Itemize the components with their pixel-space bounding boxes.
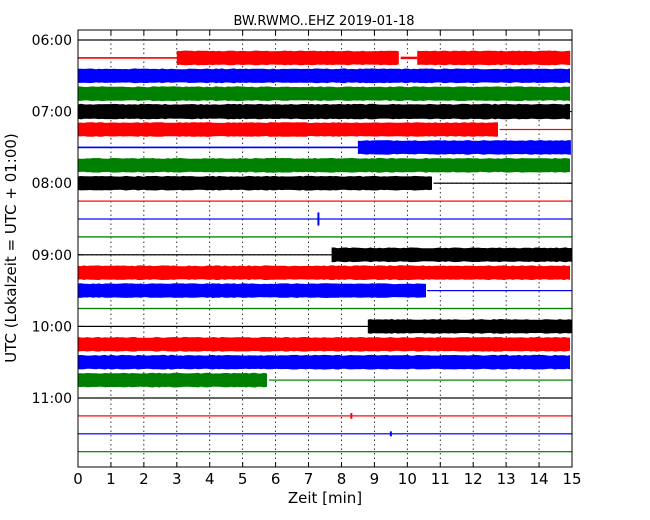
trace-09:45 — [78, 307, 572, 310]
trace-10:45 — [78, 372, 572, 388]
trace-10:30 — [78, 354, 570, 370]
trace-active-segment — [78, 372, 267, 388]
trace-11:45 — [78, 451, 572, 453]
trace-08:00 — [78, 175, 572, 191]
trace-active-segment — [78, 68, 570, 84]
trace-09:30 — [78, 283, 572, 298]
trace-11:15 — [78, 413, 572, 419]
trace-quiet-segment — [433, 182, 572, 184]
trace-07:00 — [78, 103, 570, 120]
y-tick-label: 10:00 — [32, 319, 72, 335]
x-tick-label: 5 — [238, 470, 248, 488]
trace-07:45 — [78, 157, 570, 173]
x-tick-label: 13 — [497, 470, 516, 488]
trace-active-segment — [78, 265, 570, 281]
trace-quiet-segment — [78, 57, 177, 59]
trace-quiet-segment — [78, 433, 572, 435]
x-tick-label: 7 — [304, 470, 314, 488]
trace-active-segment — [417, 50, 571, 66]
x-tick-label: 10 — [398, 470, 417, 488]
trace-11:00 — [78, 397, 572, 399]
trace-10:15 — [78, 336, 570, 352]
chart-title: BW.RWMO..EHZ 2019-01-18 — [233, 14, 414, 29]
trace-quiet-segment — [427, 290, 572, 292]
trace-quiet-segment — [78, 307, 572, 310]
trace-active-segment — [78, 86, 570, 102]
trace-08:45 — [78, 236, 572, 238]
y-tick-label: 09:00 — [32, 248, 72, 264]
trace-06:45 — [78, 86, 570, 102]
trace-10:00 — [78, 319, 572, 334]
trace-active-segment — [331, 247, 572, 263]
y-tick-label: 06:00 — [32, 33, 72, 49]
trace-07:30 — [78, 140, 571, 155]
trace-quiet-segment — [499, 128, 572, 131]
trace-quiet-segment — [78, 218, 572, 220]
trace-active-segment — [78, 103, 570, 120]
trace-quiet-segment — [78, 451, 572, 453]
trace-active-segment — [78, 157, 570, 173]
x-tick-label: 12 — [464, 470, 483, 488]
trace-06:00 — [78, 39, 572, 41]
x-tick-label: 9 — [370, 470, 380, 488]
trace-quiet-segment — [78, 236, 572, 238]
x-tick-label: 11 — [431, 470, 450, 488]
trace-quiet-segment — [78, 397, 572, 399]
trace-09:00 — [78, 247, 572, 263]
x-tick-label: 8 — [337, 470, 347, 488]
trace-08:30 — [78, 212, 572, 226]
trace-active-segment — [176, 50, 399, 66]
trace-active-segment — [357, 140, 571, 155]
trace-quiet-segment — [400, 56, 418, 60]
trace-06:30 — [78, 68, 570, 84]
trace-lines — [78, 39, 572, 453]
trace-quiet-segment — [269, 379, 572, 381]
trace-quiet-segment — [78, 146, 358, 149]
trace-07:15 — [78, 122, 572, 137]
trace-11:30 — [78, 431, 572, 437]
y-tick-label: 07:00 — [32, 105, 72, 121]
y-axis-label: UTC (Lokalzeit = UTC + 01:00) — [2, 133, 20, 363]
trace-09:15 — [78, 265, 570, 281]
trace-active-segment — [78, 354, 570, 370]
trace-quiet-segment — [78, 39, 572, 41]
trace-active-segment — [367, 319, 572, 334]
y-tick-label: 08:00 — [32, 176, 72, 192]
x-tick-label: 0 — [73, 470, 83, 488]
y-axis-ticks: 06:00 07:00 08:00 09:00 10:00 11:00 — [32, 33, 572, 407]
trace-quiet-segment — [78, 325, 368, 327]
x-tick-label: 3 — [172, 470, 182, 488]
x-axis-ticks: 0 1 2 3 4 5 6 7 8 9 10 11 12 13 14 15 — [73, 30, 582, 488]
trace-quiet-segment — [78, 415, 572, 417]
trace-quiet-segment — [78, 200, 572, 202]
trace-active-segment — [78, 175, 432, 191]
trace-active-segment — [78, 122, 498, 137]
trace-quiet-segment — [78, 254, 332, 256]
y-tick-label: 11:00 — [32, 391, 72, 407]
trace-06:15 — [78, 50, 571, 66]
trace-active-segment — [78, 283, 426, 298]
trace-active-segment — [78, 336, 570, 352]
x-tick-label: 6 — [271, 470, 281, 488]
x-axis-label: Zeit [min] — [288, 489, 362, 507]
x-tick-label: 1 — [106, 470, 116, 488]
plot-frame — [77, 29, 573, 468]
x-tick-label: 14 — [530, 470, 549, 488]
x-tick-label: 15 — [562, 470, 581, 488]
x-tick-label: 2 — [139, 470, 149, 488]
x-tick-label: 4 — [205, 470, 215, 488]
trace-08:15 — [78, 200, 572, 202]
